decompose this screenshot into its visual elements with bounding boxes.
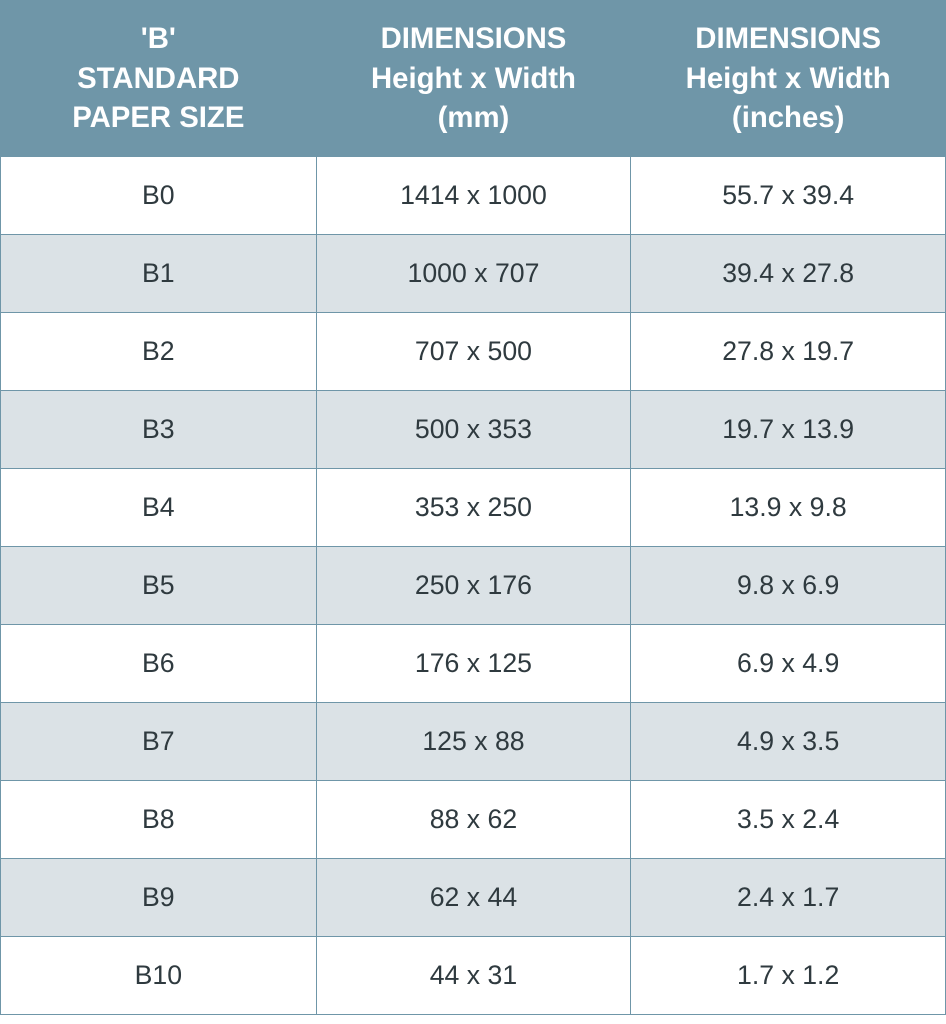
cell-in: 3.5 x 2.4 [631, 780, 946, 858]
table-row: B4353 x 25013.9 x 9.8 [1, 468, 946, 546]
cell-in: 1.7 x 1.2 [631, 936, 946, 1014]
table-row: B888 x 623.5 x 2.4 [1, 780, 946, 858]
table-row: B7125 x 884.9 x 3.5 [1, 702, 946, 780]
cell-in: 19.7 x 13.9 [631, 390, 946, 468]
table-row: B6176 x 1256.9 x 4.9 [1, 624, 946, 702]
cell-size: B9 [1, 858, 317, 936]
cell-in: 39.4 x 27.8 [631, 234, 946, 312]
cell-size: B10 [1, 936, 317, 1014]
cell-in: 6.9 x 4.9 [631, 624, 946, 702]
cell-mm: 125 x 88 [316, 702, 631, 780]
header-text: (inches) [732, 101, 844, 134]
header-text: (mm) [438, 101, 510, 134]
header-inches: DIMENSIONS Height x Width (inches) [631, 1, 946, 157]
cell-mm: 176 x 125 [316, 624, 631, 702]
table-row: B1044 x 311.7 x 1.2 [1, 936, 946, 1014]
cell-size: B6 [1, 624, 317, 702]
header-text: DIMENSIONS [381, 22, 567, 55]
table-row: B11000 x 70739.4 x 27.8 [1, 234, 946, 312]
cell-size: B4 [1, 468, 317, 546]
cell-in: 2.4 x 1.7 [631, 858, 946, 936]
cell-in: 4.9 x 3.5 [631, 702, 946, 780]
header-size: 'B' STANDARD PAPER SIZE [1, 1, 317, 157]
cell-in: 27.8 x 19.7 [631, 312, 946, 390]
cell-mm: 44 x 31 [316, 936, 631, 1014]
header-text: DIMENSIONS [695, 22, 881, 55]
cell-size: B0 [1, 156, 317, 234]
header-text: Height x Width [371, 62, 576, 95]
table-row: B01414 x 100055.7 x 39.4 [1, 156, 946, 234]
cell-mm: 353 x 250 [316, 468, 631, 546]
table-header-row: 'B' STANDARD PAPER SIZE DIMENSIONS Heigh… [1, 1, 946, 157]
table-row: B2707 x 50027.8 x 19.7 [1, 312, 946, 390]
cell-mm: 88 x 62 [316, 780, 631, 858]
cell-mm: 707 x 500 [316, 312, 631, 390]
cell-size: B7 [1, 702, 317, 780]
header-mm: DIMENSIONS Height x Width (mm) [316, 1, 631, 157]
header-text: STANDARD [77, 62, 239, 95]
cell-mm: 1414 x 1000 [316, 156, 631, 234]
cell-in: 55.7 x 39.4 [631, 156, 946, 234]
cell-in: 9.8 x 6.9 [631, 546, 946, 624]
cell-size: B1 [1, 234, 317, 312]
header-text: PAPER SIZE [72, 101, 244, 134]
header-text: Height x Width [686, 62, 891, 95]
cell-in: 13.9 x 9.8 [631, 468, 946, 546]
cell-size: B5 [1, 546, 317, 624]
cell-mm: 500 x 353 [316, 390, 631, 468]
table-row: B3500 x 35319.7 x 13.9 [1, 390, 946, 468]
table-body: B01414 x 100055.7 x 39.4B11000 x 70739.4… [1, 156, 946, 1014]
cell-mm: 1000 x 707 [316, 234, 631, 312]
cell-mm: 62 x 44 [316, 858, 631, 936]
cell-size: B8 [1, 780, 317, 858]
paper-size-table: 'B' STANDARD PAPER SIZE DIMENSIONS Heigh… [0, 0, 946, 1015]
table-row: B5250 x 1769.8 x 6.9 [1, 546, 946, 624]
cell-size: B2 [1, 312, 317, 390]
cell-size: B3 [1, 390, 317, 468]
header-text: 'B' [141, 22, 176, 55]
cell-mm: 250 x 176 [316, 546, 631, 624]
table-row: B962 x 442.4 x 1.7 [1, 858, 946, 936]
